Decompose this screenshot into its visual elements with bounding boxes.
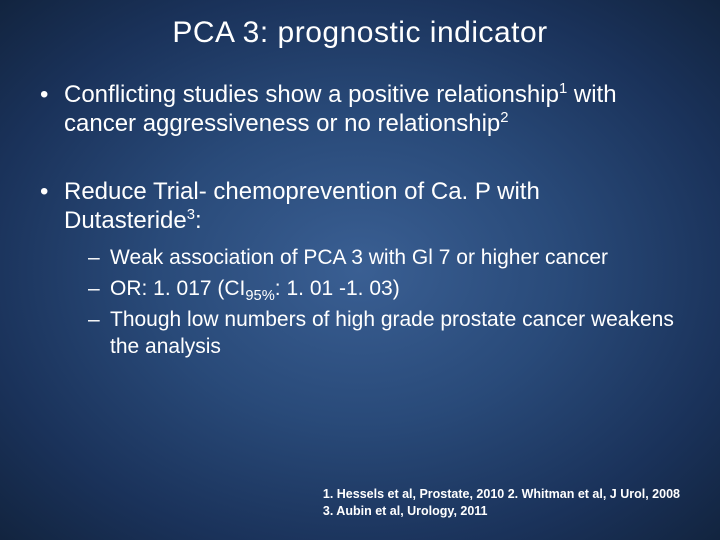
- references: 1. Hessels et al, Prostate, 2010 2. Whit…: [323, 486, 680, 520]
- sub-bullet-list: Weak association of PCA 3 with Gl 7 or h…: [64, 245, 682, 361]
- sub-bullet-item: Though low numbers of high grade prostat…: [88, 307, 682, 361]
- text-run: :: [195, 207, 202, 234]
- slide-title: PCA 3: prognostic indicator: [0, 0, 720, 60]
- reference-line: 3. Aubin et al, Urology, 2011: [323, 503, 680, 520]
- sub-bullet-item: Weak association of PCA 3 with Gl 7 or h…: [88, 245, 682, 272]
- subscript: 95%: [245, 288, 274, 304]
- text-run: Conflicting studies show a positive rela…: [64, 81, 559, 108]
- reference-line: 1. Hessels et al, Prostate, 2010 2. Whit…: [323, 486, 680, 503]
- text-run: Weak association of PCA 3 with Gl 7 or h…: [110, 246, 608, 269]
- bullet-item: Conflicting studies show a positive rela…: [38, 80, 682, 139]
- slide-body: Conflicting studies show a positive rela…: [0, 60, 720, 361]
- text-run: : 1. 01 -1. 03): [275, 277, 400, 300]
- text-run: Reduce Trial- chemoprevention of Ca. P w…: [64, 178, 540, 234]
- slide: PCA 3: prognostic indicator Conflicting …: [0, 0, 720, 540]
- bullet-list: Conflicting studies show a positive rela…: [38, 80, 682, 361]
- superscript: 3: [187, 207, 195, 223]
- text-run: Though low numbers of high grade prostat…: [110, 308, 674, 358]
- superscript: 2: [500, 110, 508, 126]
- superscript: 1: [559, 81, 567, 97]
- bullet-item: Reduce Trial- chemoprevention of Ca. P w…: [38, 177, 682, 361]
- text-run: OR: 1. 017 (CI: [110, 277, 245, 300]
- sub-bullet-item: OR: 1. 017 (CI95%: 1. 01 -1. 03): [88, 276, 682, 303]
